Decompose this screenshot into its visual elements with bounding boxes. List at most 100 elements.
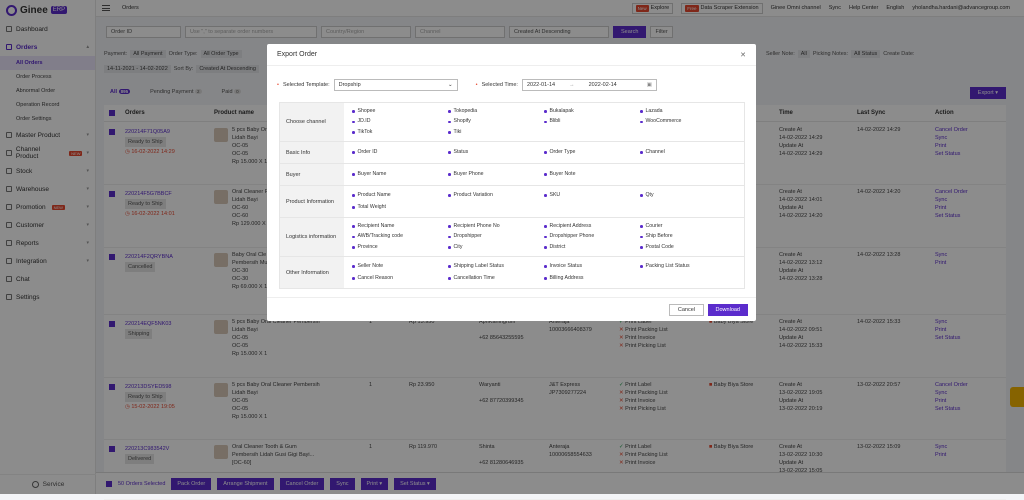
picking-notes-chip[interactable]: All Status bbox=[851, 50, 881, 58]
sidebar-item-stock[interactable]: Stock ▾ bbox=[0, 162, 95, 180]
export-field-option[interactable]: Bukalapak bbox=[544, 107, 640, 116]
sidebar-item-master-product[interactable]: Master Product ▾ bbox=[0, 126, 95, 144]
row-checkbox[interactable] bbox=[109, 254, 115, 260]
row-action-cancel-order[interactable]: Cancel Order bbox=[935, 382, 968, 388]
payment-filter-chip[interactable]: All Payment bbox=[130, 50, 166, 58]
row-action-set-status[interactable]: Set Status bbox=[935, 406, 961, 412]
export-field-option[interactable]: Total Weight bbox=[352, 202, 448, 213]
tab-all[interactable]: All 895 bbox=[110, 89, 131, 95]
product-thumbnail[interactable] bbox=[214, 445, 228, 459]
export-field-option[interactable]: Cancel Reason bbox=[352, 273, 448, 284]
product-name[interactable]: 5 pcs Baby Oral Cleaner Pembersih bbox=[232, 319, 320, 325]
export-field-option[interactable]: Dropshipper Phone bbox=[544, 232, 640, 241]
export-field-option[interactable]: TikTok bbox=[352, 128, 448, 137]
search-field-select[interactable]: Order ID bbox=[106, 26, 181, 38]
row-action-print[interactable]: Print bbox=[935, 205, 947, 211]
export-field-option[interactable]: Qty bbox=[640, 190, 736, 201]
sidebar-item-warehouse[interactable]: Warehouse ▾ bbox=[0, 180, 95, 198]
export-field-option[interactable]: Billing Address bbox=[544, 273, 640, 284]
order-id-link[interactable]: 220214F2QRYBNA bbox=[125, 254, 173, 260]
order-id-link[interactable]: 220214F71Q05A9 bbox=[125, 129, 170, 135]
sortby-chip[interactable]: Created At Descending bbox=[196, 65, 259, 73]
order-id-link[interactable]: 220214EQF5NK03 bbox=[125, 321, 172, 327]
sidebar-item-settings[interactable]: Settings bbox=[0, 288, 95, 306]
export-field-option[interactable]: Seller Note bbox=[352, 261, 448, 272]
row-checkbox[interactable] bbox=[109, 129, 115, 135]
product-name[interactable]: Oral Cleaner P bbox=[232, 189, 269, 195]
export-field-option[interactable]: Shipping Label Status bbox=[448, 261, 544, 272]
sidebar-subitem-all-orders[interactable]: All Orders bbox=[0, 56, 95, 70]
order-id-link[interactable]: 220213C983542V bbox=[125, 446, 170, 452]
bulk-set-status-button[interactable]: Set Status ▾ bbox=[394, 477, 436, 490]
service-button[interactable]: Service bbox=[0, 474, 96, 494]
filter-button[interactable]: Filter bbox=[650, 26, 673, 38]
row-action-sync[interactable]: Sync bbox=[935, 390, 948, 396]
search-input[interactable]: Use "," to separate order numbers bbox=[185, 26, 317, 38]
export-field-option[interactable]: Dropshipper bbox=[448, 232, 544, 241]
export-field-option[interactable]: Ship Before bbox=[640, 232, 736, 241]
product-thumbnail[interactable] bbox=[214, 253, 228, 267]
row-action-sync[interactable]: Sync bbox=[935, 444, 948, 450]
export-field-option[interactable]: Order Type bbox=[544, 146, 640, 159]
help-center-link[interactable]: Help Center bbox=[848, 5, 879, 11]
export-field-option[interactable]: District bbox=[544, 243, 640, 252]
export-field-option[interactable]: AWB/Tracking code bbox=[352, 232, 448, 241]
row-action-set-status[interactable]: Set Status bbox=[935, 335, 961, 341]
product-thumbnail[interactable] bbox=[214, 128, 228, 142]
export-field-option[interactable]: Tokopedia bbox=[448, 107, 544, 116]
row-action-sync[interactable]: Sync bbox=[935, 252, 948, 258]
bulk-print-button[interactable]: Print ▾ bbox=[360, 477, 389, 490]
export-field-option[interactable]: Order ID bbox=[352, 146, 448, 159]
product-name[interactable]: 5 pcs Baby Oral Cleaner Pembersih bbox=[232, 382, 320, 388]
sidebar-subitem-abnormal-order[interactable]: Abnormal Order bbox=[16, 88, 56, 94]
row-checkbox[interactable] bbox=[109, 321, 115, 327]
seller-note-chip[interactable]: All bbox=[797, 50, 810, 58]
sidebar-item-channel-product[interactable]: Channel Product NEW ▾ bbox=[0, 144, 95, 162]
select-all-checkbox[interactable] bbox=[109, 110, 115, 116]
explore-button[interactable]: New Explore bbox=[631, 2, 674, 14]
sidebar-item-orders[interactable]: Orders ▴ bbox=[0, 38, 95, 56]
export-field-option[interactable]: Blibli bbox=[544, 117, 640, 126]
row-action-set-status[interactable]: Set Status bbox=[935, 213, 961, 219]
user-menu[interactable]: yholandha.hardani@advancegroup.com bbox=[912, 5, 1010, 11]
sidebar-subitem-order-process[interactable]: Order Process bbox=[16, 74, 52, 80]
row-checkbox[interactable] bbox=[109, 384, 115, 390]
product-thumbnail[interactable] bbox=[214, 383, 228, 397]
export-field-option[interactable]: JD.ID bbox=[352, 117, 448, 126]
row-action-sync[interactable]: Sync bbox=[935, 135, 948, 141]
row-action-print[interactable]: Print bbox=[935, 260, 947, 266]
row-checkbox[interactable] bbox=[109, 446, 115, 452]
product-thumbnail[interactable] bbox=[214, 320, 228, 334]
floating-help-widget[interactable] bbox=[1010, 387, 1024, 407]
row-action-print[interactable]: Print bbox=[935, 327, 947, 333]
template-select[interactable]: Dropship ⌄ bbox=[333, 79, 458, 91]
bulk-cancel-order-button[interactable]: Cancel Order bbox=[279, 477, 325, 490]
export-field-option[interactable]: Courier bbox=[640, 222, 736, 231]
export-field-option[interactable]: Packing List Status bbox=[640, 261, 736, 272]
product-name[interactable]: 5 pcs Baby Or bbox=[232, 127, 267, 133]
row-action-set-status[interactable]: Set Status bbox=[935, 151, 961, 157]
brand-logo[interactable]: Ginee ERP bbox=[0, 0, 95, 20]
export-field-option[interactable]: Product Variation bbox=[448, 190, 544, 201]
date-filter-chip[interactable]: 14-11-2021 - 14-02-2022 bbox=[104, 65, 171, 73]
country-select[interactable]: Country/Region bbox=[321, 26, 411, 38]
export-field-option[interactable]: Lazada bbox=[640, 107, 736, 116]
download-button[interactable]: Download bbox=[707, 304, 748, 316]
scraper-button[interactable]: Free Data Scraper Extension bbox=[681, 2, 763, 14]
row-action-sync[interactable]: Sync bbox=[935, 319, 948, 325]
export-field-option[interactable]: SKU bbox=[544, 190, 640, 201]
order-type-filter-chip[interactable]: All Order Type bbox=[200, 50, 242, 58]
export-field-option[interactable]: Recipient Name bbox=[352, 222, 448, 231]
cancel-button[interactable]: Cancel bbox=[668, 304, 704, 316]
export-field-option[interactable]: Recipient Phone No bbox=[448, 222, 544, 231]
sidebar-subitem-operation-record[interactable]: Operation Record bbox=[16, 102, 60, 108]
sidebar-item-promotion[interactable]: Promotion NEW ▾ bbox=[0, 198, 95, 216]
export-field-option[interactable]: Buyer Phone bbox=[448, 168, 544, 181]
sidebar-item-reports[interactable]: Reports ▾ bbox=[0, 234, 95, 252]
export-field-option[interactable]: City bbox=[448, 243, 544, 252]
search-button[interactable]: Search bbox=[613, 26, 647, 38]
export-field-option[interactable]: Channel bbox=[640, 146, 736, 159]
menu-toggle-icon[interactable] bbox=[102, 5, 110, 11]
row-action-print[interactable]: Print bbox=[935, 452, 947, 458]
language-select[interactable]: English bbox=[886, 5, 905, 11]
